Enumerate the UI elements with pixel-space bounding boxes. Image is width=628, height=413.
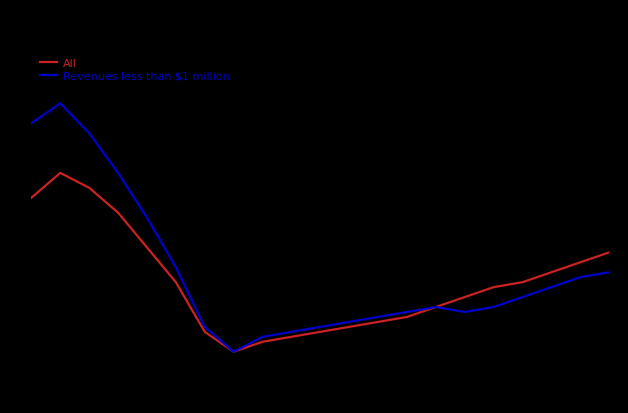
Revenues less than $1 million [577, 275, 584, 280]
All [490, 285, 497, 290]
All [317, 330, 324, 335]
Revenues less than $1 million [259, 335, 266, 339]
Revenues less than $1 million [432, 305, 440, 310]
Revenues less than $1 million [201, 325, 208, 330]
All [259, 339, 266, 344]
All [374, 320, 382, 325]
Revenues less than $1 million [114, 171, 122, 176]
Revenues less than $1 million [143, 216, 151, 221]
All [461, 295, 468, 300]
All [143, 245, 151, 250]
Revenues less than $1 million [490, 305, 497, 310]
All [432, 305, 440, 310]
All [403, 315, 411, 320]
Revenues less than $1 million [548, 285, 555, 290]
All [548, 270, 555, 275]
Revenues less than $1 million [374, 315, 382, 320]
Revenues less than $1 million [288, 330, 295, 335]
Legend: All, Revenues less than $1 million: All, Revenues less than $1 million [37, 55, 232, 85]
Revenues less than $1 million [85, 131, 93, 136]
All [345, 325, 353, 330]
All [57, 171, 64, 176]
Revenues less than $1 million [519, 295, 526, 300]
Line: All: All [31, 173, 609, 352]
Revenues less than $1 million [317, 325, 324, 330]
Revenues less than $1 million [461, 310, 468, 315]
Revenues less than $1 million [28, 121, 35, 126]
All [519, 280, 526, 285]
All [201, 330, 208, 335]
Revenues less than $1 million [345, 320, 353, 325]
All [172, 280, 180, 285]
Revenues less than $1 million [605, 270, 613, 275]
Revenues less than $1 million [172, 265, 180, 270]
All [605, 250, 613, 255]
All [577, 260, 584, 265]
Revenues less than $1 million [230, 349, 237, 354]
All [288, 335, 295, 339]
All [230, 349, 237, 354]
All [28, 196, 35, 201]
Line: Revenues less than $1 million: Revenues less than $1 million [31, 104, 609, 352]
Revenues less than $1 million [57, 102, 64, 107]
Revenues less than $1 million [403, 310, 411, 315]
All [114, 211, 122, 216]
All [85, 186, 93, 191]
